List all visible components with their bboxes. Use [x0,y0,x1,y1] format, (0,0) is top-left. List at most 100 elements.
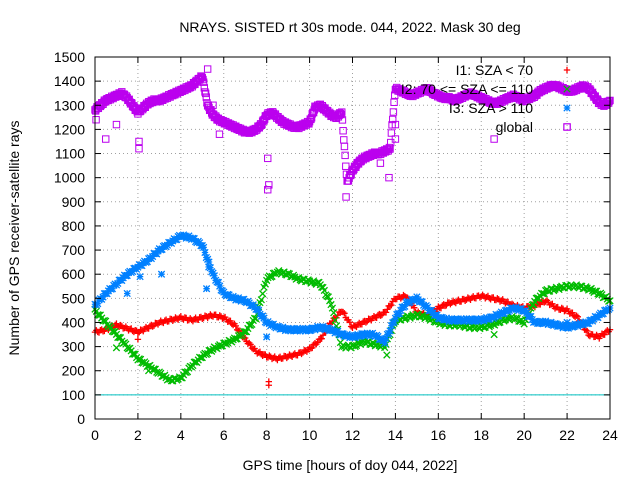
outlier-point [205,263,213,271]
data-point [341,151,349,160]
data-point [523,309,531,317]
data-point [115,333,123,341]
data-point [584,327,591,335]
data-point [108,285,117,293]
data-point [94,300,102,308]
data-point [199,75,207,84]
data-point [413,293,421,301]
data-point [199,78,208,86]
data-point [203,255,212,263]
data-point [104,287,113,295]
data-point [390,98,398,106]
y-tick-label: 200 [62,363,86,379]
data-point [386,327,394,335]
data-point [305,117,314,126]
data-point [99,293,107,301]
data-point [220,288,228,296]
data-point [397,295,404,302]
outlier-point [490,135,498,143]
data-point [520,320,528,328]
y-tick-label: 100 [62,387,86,403]
data-point [173,235,181,244]
data-point [197,73,206,81]
data-point [385,143,394,152]
data-point [309,344,316,352]
data-point [169,317,176,325]
data-point [283,354,290,362]
x-tick-label: 8 [263,427,271,443]
data-point [461,297,469,305]
legend-label: I1: SZA < 70 [456,62,534,78]
outlier-point [265,378,273,385]
data-point [190,234,198,243]
data-point [388,301,395,309]
legend-label: global [496,119,533,135]
data-point [337,110,345,119]
legend-marker [563,104,571,112]
data-point [249,301,257,309]
data-point [227,317,234,325]
data-point [479,291,486,299]
data-point [387,322,396,330]
y-tick-label: 1000 [54,170,85,186]
data-point [574,313,582,321]
data-point [390,318,398,326]
data-point [158,245,166,254]
outlier-point [383,351,391,359]
data-point [346,319,354,326]
x-tick-label: 6 [220,427,228,443]
data-point [593,331,600,339]
outlier-point [102,135,110,143]
data-point [330,309,338,317]
data-point [257,296,265,304]
data-point [216,312,223,319]
y-tick-label: 600 [62,266,86,282]
chart-title: NRAYS. SISTED rt 30s mode. 044, 2022. Ma… [179,19,520,35]
data-point [232,322,240,330]
data-point [410,304,418,311]
data-point [201,88,209,96]
x-tick-label: 16 [431,427,447,443]
data-point [391,314,400,322]
x-tick-label: 10 [302,427,318,443]
outlier-point [144,367,153,375]
data-point [266,352,273,359]
data-point [258,290,267,298]
data-point [143,258,151,266]
data-point [414,296,422,304]
y-tick-label: 1500 [54,49,85,65]
plot-area [91,65,614,389]
data-point [401,302,409,310]
data-point [599,309,607,318]
data-point [433,311,441,319]
data-point [123,271,131,280]
data-point [339,308,347,316]
outlier-point [342,193,350,201]
y-tick-label: 800 [62,218,86,234]
legend-marker [563,123,571,131]
outlier-point [209,101,217,109]
y-tick-label: 700 [62,242,86,258]
data-point [201,248,209,257]
outlier-point [112,344,121,352]
data-point [209,269,217,277]
data-point [338,108,346,116]
legend-marker [563,85,571,93]
series-group [91,231,614,347]
data-point [447,301,454,308]
data-point [573,312,580,319]
outlier-point [112,120,121,129]
data-point [389,115,397,124]
outlier-point [215,130,224,138]
x-tick-label: 18 [473,427,489,443]
data-point [377,312,384,319]
data-point [216,282,224,290]
x-tick-label: 0 [91,427,99,443]
outlier-point [157,270,166,278]
data-point [214,278,223,287]
data-point [103,290,111,298]
outlier-point [264,154,272,163]
data-point [205,258,213,266]
y-tick-label: 1400 [54,73,85,89]
